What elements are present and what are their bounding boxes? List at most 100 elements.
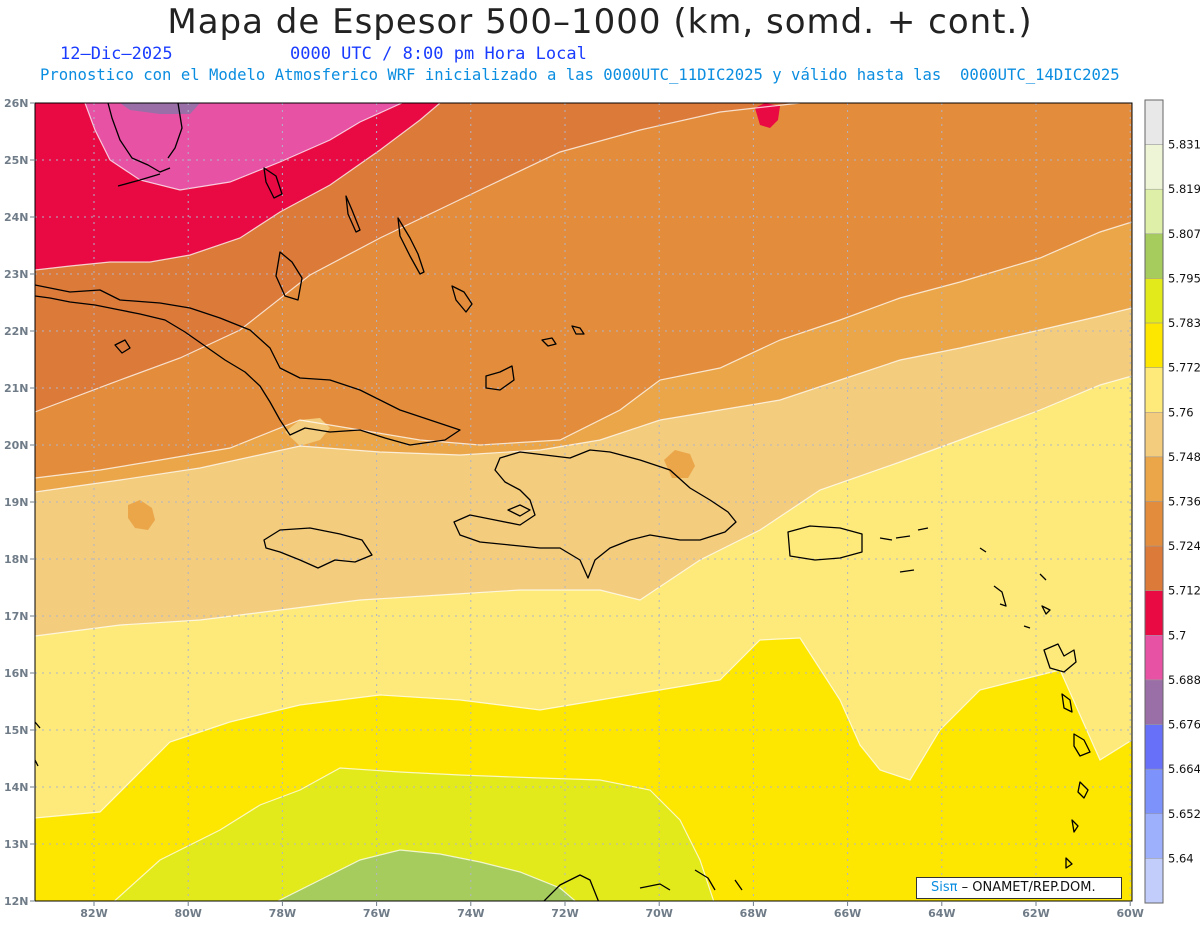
- lat-label: 15N: [4, 724, 29, 737]
- lon-label: 70W: [645, 907, 672, 920]
- turks-caicos: [541, 325, 585, 347]
- lat-label: 17N: [4, 610, 29, 623]
- isla-juventud: [114, 339, 131, 354]
- colorbar-swatch: [1144, 858, 1164, 904]
- colorbar-swatch: [1144, 813, 1164, 859]
- lat-label: 14N: [4, 781, 29, 794]
- bahamas-long: [451, 285, 473, 313]
- lat-label: 20N: [4, 439, 29, 452]
- bahamas-abaco: [263, 167, 283, 199]
- band-5688: [35, 103, 402, 190]
- lat-label: 22N: [4, 325, 29, 338]
- thickness-shading: [35, 103, 1132, 901]
- latitude-labels: 26N 25N 24N 23N 22N 21N 20N 19N 18N 17N 16N 15N 14N 1…: [4, 97, 35, 908]
- spot-5748: [285, 418, 330, 446]
- red-spot-5700: [755, 103, 780, 128]
- lon-label: 80W: [174, 907, 201, 920]
- lon-label: 68W: [740, 907, 767, 920]
- colorbar-swatch: [1144, 501, 1164, 547]
- colorbar-label: 5.831: [1168, 138, 1200, 152]
- colorbar-label: 5.819: [1168, 182, 1200, 196]
- lat-label: 16N: [4, 667, 29, 680]
- band-5676: [120, 103, 200, 114]
- lat-label: 12N: [4, 895, 29, 908]
- colorbar-label: 5.652: [1168, 807, 1200, 821]
- lon-label: 78W: [269, 907, 296, 920]
- bahamas-andros: [275, 251, 303, 301]
- colorbar-swatch: [1144, 278, 1164, 324]
- lon-label: 76W: [363, 907, 390, 920]
- colorbar-label: 5.688: [1168, 673, 1200, 687]
- colorbar-swatch: [1144, 144, 1164, 190]
- map-title: Mapa de Espesor 500–1000 (km, somd. + co…: [167, 2, 1033, 42]
- colorbar-label: 5.676: [1168, 718, 1200, 732]
- colorbar-label: 5.7: [1168, 628, 1186, 642]
- lon-label: 82W: [80, 907, 107, 920]
- colorbar-swatch: [1144, 635, 1164, 681]
- colorbar-swatch: [1144, 545, 1164, 591]
- jamaica-coast: [263, 527, 373, 569]
- colorbar-swatch: [1144, 412, 1164, 458]
- colorbar-swatch: [1144, 322, 1164, 368]
- colorbar-swatch: [1144, 367, 1164, 413]
- florida-keys: [117, 173, 161, 187]
- coastlines: [35, 103, 1091, 901]
- colorbar-swatch: [1144, 233, 1164, 279]
- colorbar-label: 5.664: [1168, 762, 1200, 776]
- guadeloupe-dominica: [1043, 643, 1077, 713]
- lon-label: 66W: [834, 907, 861, 920]
- puerto-rico-coast: [787, 525, 863, 561]
- colorbar-label: 5.76: [1168, 405, 1194, 419]
- martinique-stlucia: [1073, 733, 1091, 799]
- colorbar-label: 5.783: [1168, 316, 1200, 330]
- hispaniola-coast: [453, 449, 737, 579]
- lat-label: 24N: [4, 211, 29, 224]
- florida-coast: [107, 103, 183, 173]
- colorbar-swatch: [1144, 679, 1164, 725]
- credit-box: Sisπ – ONAMET/REP.DOM.: [916, 877, 1122, 899]
- forecast-description: Pronostico con el Modelo Atmosferico WRF…: [40, 66, 1120, 84]
- bahamas-eleuthera: [345, 195, 361, 233]
- colorbar-swatch: [1144, 724, 1164, 770]
- lat-label: 23N: [4, 268, 29, 281]
- colorbar-swatch: [1144, 456, 1164, 502]
- colorbar-swatch: [1144, 768, 1164, 815]
- colorbar-swatch: [1144, 188, 1164, 235]
- colorbar-swatch: [1144, 99, 1164, 145]
- st-vincent-grenada: [1065, 819, 1079, 869]
- lon-label: 64W: [928, 907, 955, 920]
- inagua: [485, 365, 515, 391]
- lat-label: 26N: [4, 97, 29, 110]
- date-label: 12–Dic–2025: [60, 44, 173, 64]
- colorbar-label: 5.795: [1168, 271, 1200, 285]
- lon-label: 60W: [1116, 907, 1143, 920]
- longitude-labels: 82W 80W 78W 76W 74W 72W 70W 68W 66W 64W 62W 60W: [80, 901, 1144, 920]
- spot-5736: [128, 500, 155, 530]
- virgin-islands: [879, 527, 929, 573]
- lon-label: 74W: [457, 907, 484, 920]
- lat-label: 18N: [4, 553, 29, 566]
- south-america-coast: [543, 869, 743, 901]
- colorbar-label: 5.736: [1168, 495, 1200, 509]
- colorbar-label: 5.807: [1168, 227, 1200, 241]
- lat-lon-grid: [35, 103, 1132, 901]
- band-5783: [114, 768, 714, 901]
- colorbar-label: 5.64: [1168, 851, 1194, 865]
- gonave-island: [507, 504, 531, 517]
- time-label: 0000 UTC / 8:00 pm Hora Local: [290, 44, 587, 64]
- lon-label: 62W: [1022, 907, 1049, 920]
- sispi-logo-text: Sisπ: [931, 880, 958, 895]
- band-5795: [278, 850, 576, 901]
- lat-label: 21N: [4, 382, 29, 395]
- credit-org: – ONAMET/REP.DOM.: [957, 880, 1096, 895]
- lat-label: 13N: [4, 838, 29, 851]
- colorbar-label: 5.724: [1168, 539, 1200, 553]
- cuba-coast: [35, 284, 461, 446]
- colorbar-label: 5.712: [1168, 584, 1200, 598]
- leeward-islands: [979, 547, 1051, 629]
- colorbar-swatch: [1144, 590, 1164, 636]
- lat-label: 19N: [4, 496, 29, 509]
- thickness-contours: [35, 103, 1132, 901]
- lat-label: 25N: [4, 154, 29, 167]
